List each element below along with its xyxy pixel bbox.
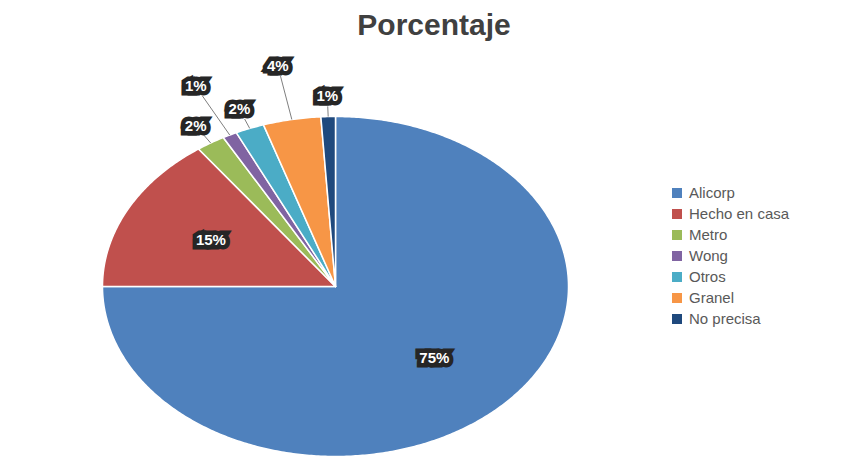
svg-text:75%: 75%: [419, 349, 449, 366]
svg-text:2%: 2%: [229, 100, 251, 117]
svg-text:4%: 4%: [267, 57, 289, 74]
html-text:Alicorp: Alicorp: [689, 184, 735, 201]
svg-text:1%: 1%: [185, 77, 207, 94]
html-text:No precisa: No precisa: [689, 310, 761, 327]
html-text:Otros: Otros: [689, 268, 726, 285]
svg-text:15%: 15%: [196, 231, 226, 248]
html-text:Wong: Wong: [689, 247, 728, 264]
html-text:Granel: Granel: [689, 289, 734, 306]
html-text:Metro: Metro: [689, 226, 728, 243]
html-text:Hecho en casa: Hecho en casa: [689, 205, 790, 222]
svg-text:2%: 2%: [185, 117, 207, 134]
svg-text:1%: 1%: [316, 87, 338, 104]
html-text:Porcentaje: Porcentaje: [357, 8, 511, 41]
